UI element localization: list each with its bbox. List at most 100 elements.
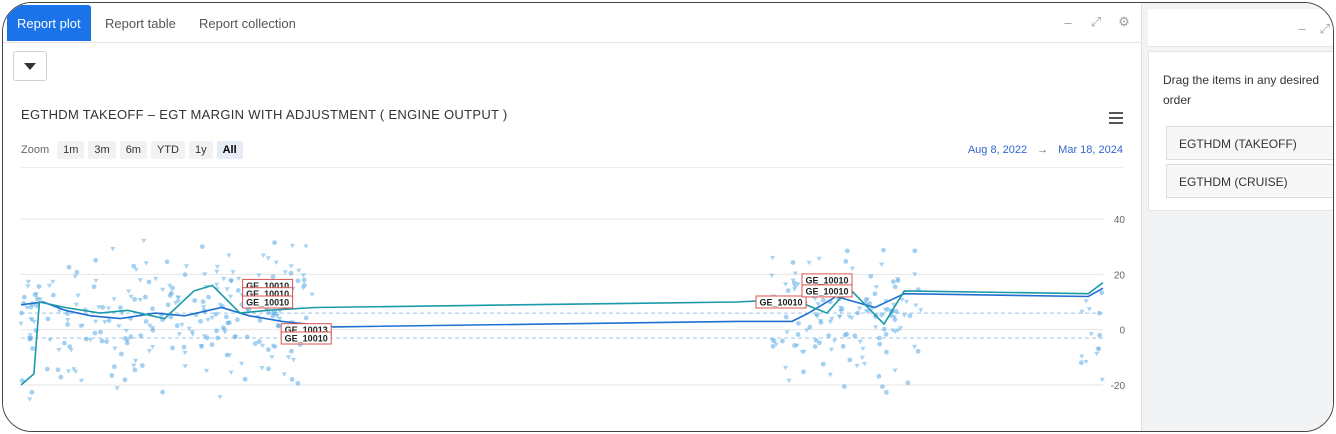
scatter-point [224,314,229,320]
zoom-6m-button[interactable]: 6m [119,141,147,159]
order-item-cruise[interactable]: EGTHDM (CRUISE) [1166,164,1333,198]
scatter-point [18,321,24,326]
scatter-point [235,288,241,293]
scatter-point [281,372,287,377]
zoom-3m-button[interactable]: 3m [88,141,116,159]
scatter-point [24,305,30,311]
scatter-point [806,260,812,266]
scatter-point [286,355,292,360]
scatter-point [847,357,853,363]
tab-report-collection[interactable]: Report collection [199,16,296,31]
scatter-point [93,278,99,284]
scatter-point [25,279,31,285]
scatter-point [288,264,294,269]
scatter-point [160,389,166,395]
scatter-point [265,256,271,261]
scatter-point [827,372,833,378]
scatter-point [186,326,192,332]
scatter-point [242,376,248,382]
scatter-point [232,334,238,340]
scatter-point [133,358,139,364]
scatter-point [844,331,850,337]
scatter-point [51,292,56,298]
annotation-label: GE_10010 [805,286,848,296]
minimize-icon[interactable]: – [1064,14,1072,30]
date-range: Aug 8, 2022 → Mar 18, 2024 [968,144,1123,156]
scatter-point [209,315,215,321]
scatter-point [770,255,776,261]
scatter-point [143,294,148,300]
order-panel-header: – ⤢ [1148,9,1333,47]
scatter-point [153,276,159,282]
scatter-point [272,240,277,245]
tab-report-plot[interactable]: Report plot [7,5,91,41]
expand-icon[interactable]: ⤢ [1319,21,1330,36]
scatter-point [138,333,144,339]
scatter-point [815,302,821,307]
scatter-point [303,244,309,249]
order-item-takeoff[interactable]: EGTHDM (TAKEOFF) [1166,126,1333,160]
scatter-point [269,355,275,360]
scatter-point [769,338,775,343]
scatter-point [784,330,790,335]
y-tick-label: 20 [1114,270,1126,281]
scatter-point [91,284,97,290]
range-to[interactable]: Mar 18, 2024 [1058,144,1123,156]
y-tick-label: -20 [1111,381,1126,392]
scatter-point [118,305,123,310]
scatter-point [131,263,137,269]
scatter-point [891,302,897,308]
scatter-point [55,367,61,373]
scatter-point [182,350,188,356]
scatter-point [143,261,149,266]
zoom-selector: Zoom 1m 3m 6m YTD 1y All [21,141,243,159]
scatter-point [66,264,72,270]
scatter-point [826,333,832,338]
plot-options-dropdown[interactable] [13,51,47,81]
scatter-point [68,348,74,353]
scatter-point [165,302,171,308]
annotation-label: GE_10010 [246,298,289,308]
scatter-point [855,310,861,316]
scatter-point [175,299,181,304]
zoom-label: Zoom [21,144,50,156]
range-from[interactable]: Aug 8, 2022 [967,144,1028,156]
scatter-point [102,320,108,325]
scatter-point [868,273,874,279]
scatter-point [93,257,98,263]
scatter-point [87,337,93,343]
zoom-1m-button[interactable]: 1m [57,141,85,159]
scatter-point [857,306,863,311]
scatter-point [137,278,143,283]
minimize-icon[interactable]: – [1298,21,1306,36]
zoom-ytd-button[interactable]: YTD [150,141,185,159]
scatter-point [124,340,130,346]
tab-report-table[interactable]: Report table [105,16,176,31]
expand-icon[interactable]: ⤢ [1090,14,1102,29]
scatter-point [214,269,220,275]
egt-margin-plot[interactable]: 40200-20GE_10010GE_10010GE_10010GE_10013… [3,183,1141,432]
scatter-point [224,287,230,292]
scatter-point [182,364,188,369]
scatter-point [783,314,789,320]
annotation-label: GE_10013 [285,325,328,335]
scatter-point [892,284,898,290]
scatter-point [899,297,905,303]
zoom-1y-button[interactable]: 1y [188,141,213,159]
scatter-point [785,288,791,293]
scatter-point [182,272,188,278]
settings-icon[interactable]: ⚙ [1118,14,1130,29]
scatter-point [892,368,898,373]
scatter-point [792,284,798,290]
scatter-point [75,293,81,298]
scatter-point [884,349,889,355]
scatter-point [849,316,855,321]
scatter-point [213,311,219,317]
chart-menu-icon[interactable] [1109,112,1123,127]
scatter-point [230,270,236,275]
zoom-all-button[interactable]: All [216,141,243,159]
scatter-point [217,395,223,400]
scatter-point [19,378,25,383]
y-tick-label: 40 [1114,215,1126,226]
scatter-point [201,334,208,339]
